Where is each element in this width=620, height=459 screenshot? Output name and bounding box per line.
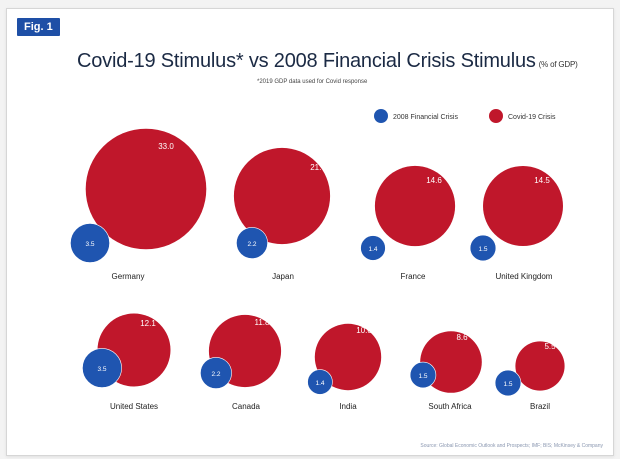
crisis-2008-value-label: 3.5 <box>85 241 94 248</box>
crisis-2008-bubble-south-africa <box>409 361 437 389</box>
covid-bubble-india <box>314 323 382 391</box>
covid-value-label: 14.5 <box>534 176 550 185</box>
crisis-2008-value-label: 1.5 <box>418 373 427 380</box>
legend-swatch-2008-financial-crisis <box>374 109 388 123</box>
crisis-2008-bubble-japan <box>236 227 268 259</box>
legend-label-2008-financial-crisis: 2008 Financial Crisis <box>393 114 458 121</box>
covid-value-label: 12.1 <box>140 319 156 328</box>
covid-value-label: 5.5 <box>544 342 556 351</box>
country-label-brazil: Brazil <box>530 402 550 411</box>
chart-title: Covid-19 Stimulus* vs 2008 Financial Cri… <box>77 50 597 73</box>
chart-footnote: *2019 GDP data used for Covid response <box>257 79 368 85</box>
country-label-india: India <box>339 402 357 411</box>
crisis-2008-value-label: 1.4 <box>368 246 377 253</box>
country-label-south-africa: South Africa <box>428 402 472 411</box>
crisis-2008-bubble-canada <box>200 357 232 389</box>
crisis-2008-bubble-united-states <box>82 348 122 388</box>
covid-value-label: 10.0 <box>356 326 372 335</box>
crisis-2008-value-label: 1.5 <box>503 381 512 388</box>
covid-bubble-japan <box>233 147 331 245</box>
figure-badge: Fig. 1 <box>17 18 60 36</box>
crisis-2008-value-label: 2.2 <box>247 241 256 248</box>
crisis-2008-value-label: 1.5 <box>478 246 487 253</box>
country-label-japan: Japan <box>272 272 294 281</box>
covid-value-label: 33.0 <box>158 142 174 151</box>
covid-value-label: 11.8 <box>255 318 271 327</box>
crisis-2008-bubble-brazil <box>494 369 522 397</box>
covid-bubble-brazil <box>515 341 565 391</box>
crisis-2008-bubble-france <box>360 235 386 261</box>
country-label-germany: Germany <box>112 272 145 281</box>
country-label-united-states: United States <box>110 402 158 411</box>
crisis-2008-bubble-united-kingdom <box>469 234 497 262</box>
covid-bubble-germany <box>85 128 207 250</box>
covid-bubble-france <box>374 165 456 247</box>
covid-value-label: 8.6 <box>456 333 468 342</box>
legend-label-covid-19-crisis: Covid-19 Crisis <box>508 114 556 121</box>
country-label-canada: Canada <box>232 402 261 411</box>
crisis-2008-bubble-germany <box>70 223 110 263</box>
covid-value-label: 21.0 <box>310 163 326 172</box>
chart-title-unit: (% of GDP) <box>538 60 578 69</box>
crisis-2008-value-label: 2.2 <box>211 371 220 378</box>
country-label-france: France <box>401 272 426 281</box>
chart-source: Source: Global Economic Outlook and Pros… <box>420 443 603 449</box>
covid-value-label: 14.6 <box>426 176 442 185</box>
legend-swatch-covid-19-crisis <box>489 109 503 123</box>
chart-title-text: Covid-19 Stimulus* vs 2008 Financial Cri… <box>77 50 536 72</box>
crisis-2008-bubble-india <box>307 369 333 395</box>
crisis-2008-value-label: 3.5 <box>97 366 106 373</box>
covid-bubble-united-kingdom <box>483 166 563 246</box>
country-label-united-kingdom: United Kingdom <box>496 272 553 281</box>
crisis-2008-value-label: 1.4 <box>315 380 324 387</box>
